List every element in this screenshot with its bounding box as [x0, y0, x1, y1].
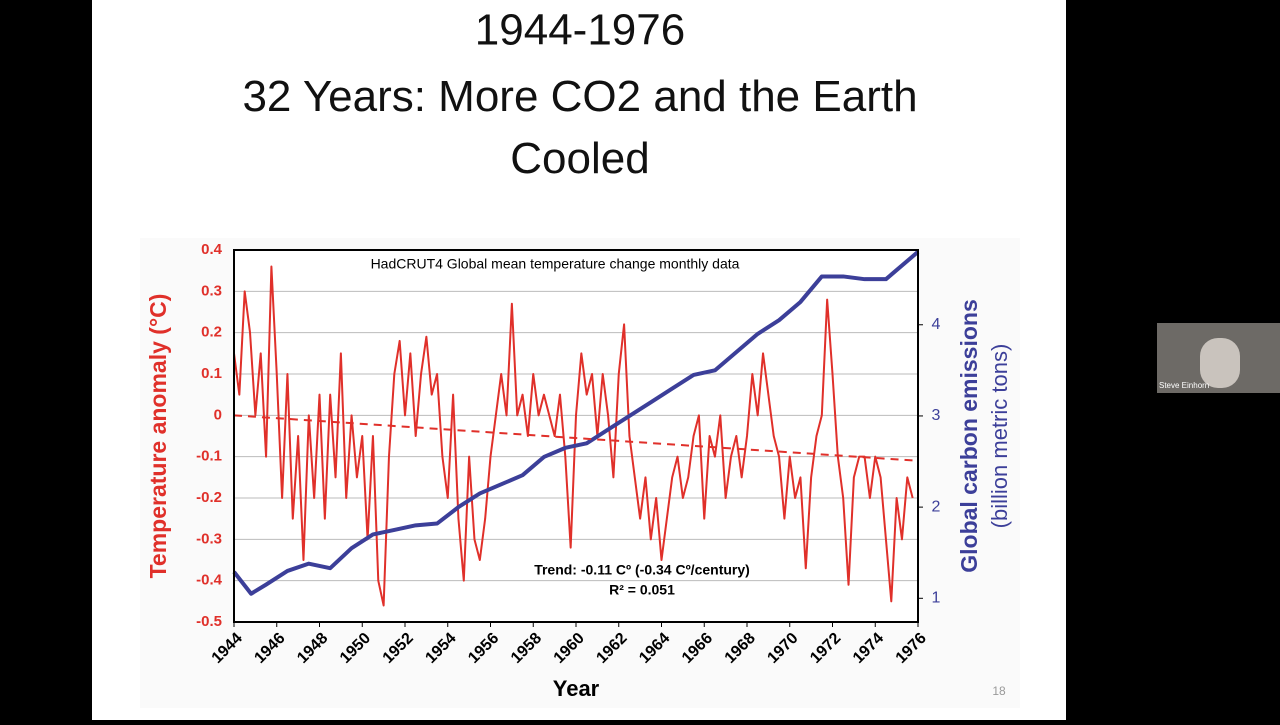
participant-figure — [1200, 338, 1240, 388]
y2-tick-label: 1 — [932, 590, 941, 607]
y-axis-label: Temperature anomaly (°C) — [145, 294, 171, 579]
temperature-line — [233, 265, 914, 607]
slide-title: 1944-1976 — [475, 6, 685, 55]
y-tick-label: -0.2 — [196, 489, 222, 506]
y-tick-label: 0 — [214, 406, 222, 423]
y-tick-label: -0.1 — [196, 448, 222, 465]
participant-name: Steve Einhorn — [1159, 381, 1209, 390]
emissions-line — [232, 250, 920, 596]
y-tick-label: -0.3 — [196, 530, 222, 547]
annotation: R² = 0.051 — [609, 582, 675, 598]
title-box: 32 Years: More CO2 and the Earth Cooled — [242, 72, 918, 183]
trend-line — [233, 414, 919, 462]
plot-frame — [233, 249, 919, 623]
chart: -0.5-0.4-0.3-0.2-0.100.10.20.30.41234194… — [145, 241, 1012, 701]
y2-tick-label: 3 — [932, 407, 941, 424]
y2-axis-label: (billion metric tons) — [987, 344, 1012, 529]
y-tick-label: -0.5 — [196, 613, 222, 630]
chart-title: HadCRUT4 Global mean temperature change … — [371, 256, 740, 272]
y-tick-label: 0.2 — [201, 324, 222, 341]
slide-subtitle: 32 Years: More CO2 and the Earth Cooled — [242, 72, 918, 183]
y-tick-label: 0.3 — [201, 282, 222, 299]
annotation: Trend: -0.11 Cº (-0.34 Cº/century) — [534, 562, 750, 578]
y-tick-label: 0.4 — [201, 241, 223, 258]
y-tick-label: 0.1 — [201, 365, 222, 382]
y2-tick-label: 4 — [932, 316, 941, 333]
y2-tick-label: 2 — [932, 498, 941, 515]
page-number: 18 — [992, 684, 1006, 698]
y2-axis-label: Global carbon emissions — [956, 299, 982, 573]
x-axis-label: Year — [553, 676, 600, 701]
y-tick-label: -0.4 — [196, 572, 223, 589]
